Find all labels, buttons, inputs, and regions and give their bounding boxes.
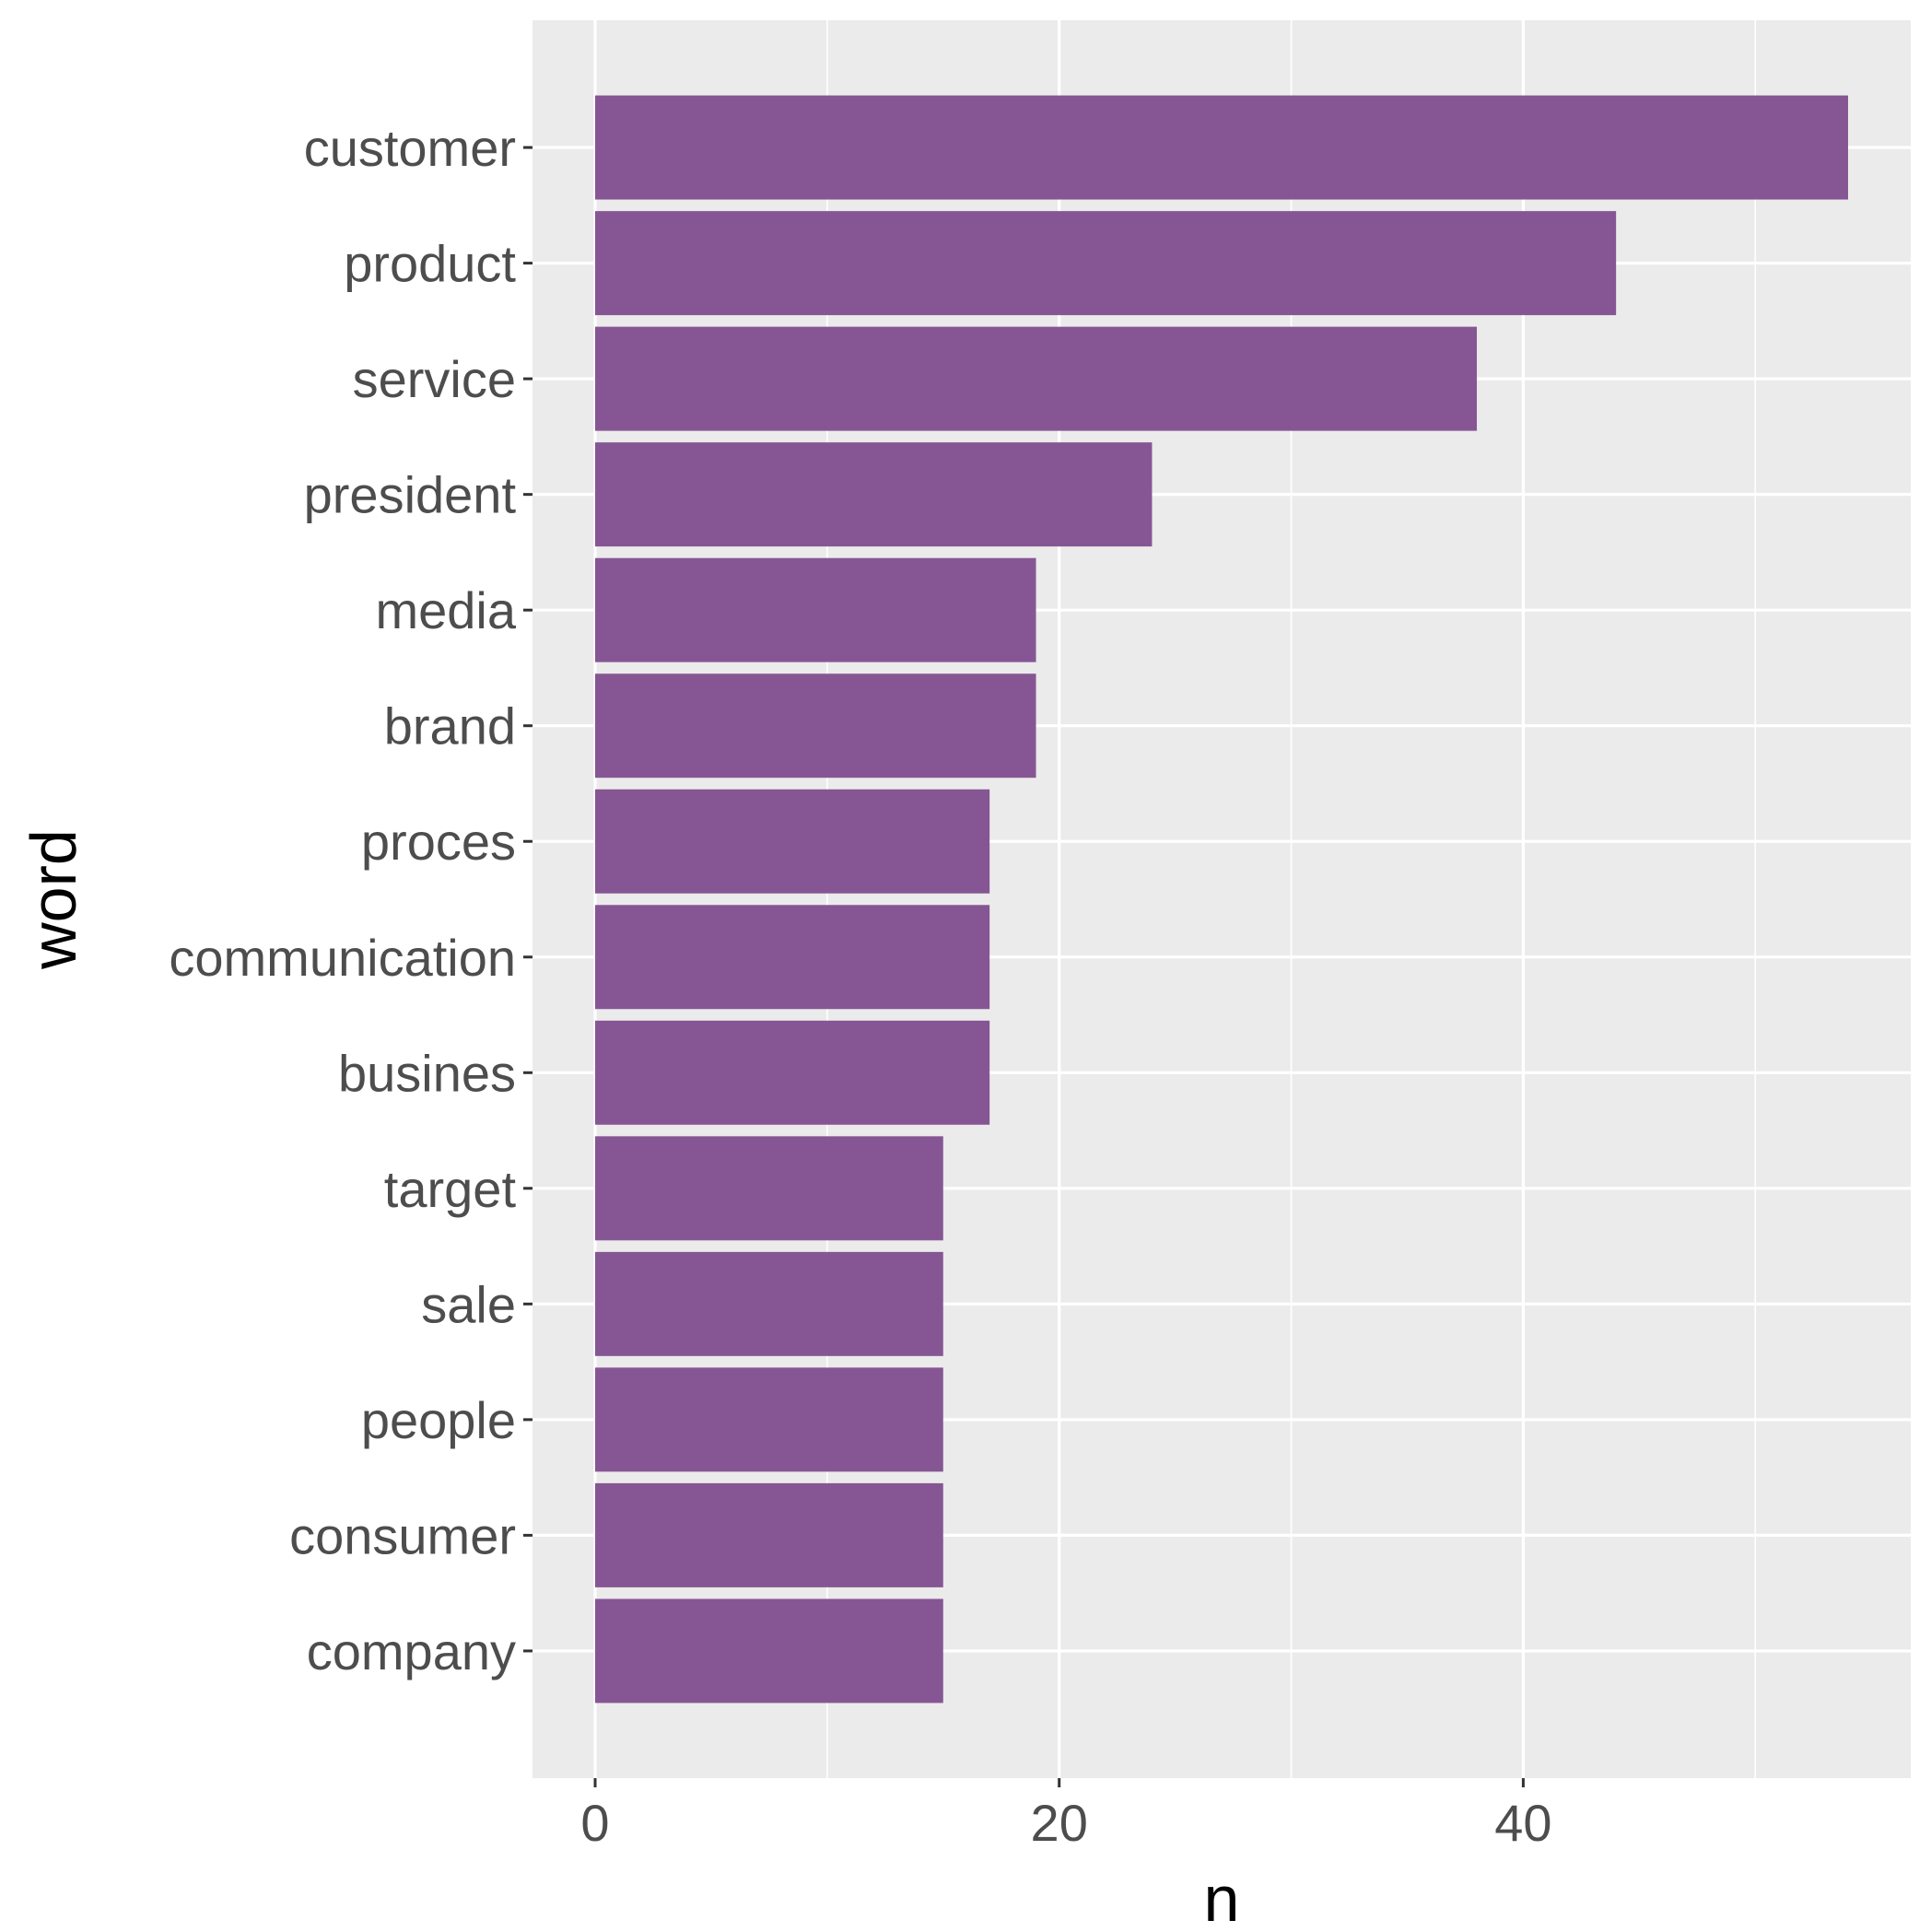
- y-tick-label: sale: [421, 1275, 516, 1333]
- bar-brand: [595, 673, 1036, 779]
- bar-target: [595, 1136, 943, 1241]
- bar-media: [595, 557, 1036, 662]
- y-axis-ticks: [523, 146, 532, 1653]
- bar-people: [595, 1367, 943, 1472]
- bar-company: [595, 1598, 943, 1704]
- bar-product: [595, 211, 1617, 316]
- bar-busines: [595, 1020, 990, 1125]
- y-tick-label: people: [361, 1391, 516, 1449]
- bar-consumer: [595, 1482, 943, 1587]
- bars: [595, 95, 1848, 1704]
- bar-president: [595, 442, 1153, 547]
- y-tick-label: president: [304, 466, 517, 524]
- x-axis-title: n: [1204, 1863, 1240, 1932]
- y-tick-label: company: [307, 1622, 516, 1680]
- y-tick-label: customer: [304, 119, 516, 177]
- x-tick-label: 40: [1494, 1794, 1551, 1852]
- y-tick-label: target: [384, 1160, 517, 1218]
- y-tick-label: service: [353, 350, 516, 408]
- y-tick-label: proces: [361, 813, 516, 871]
- y-axis-title: word: [18, 829, 89, 970]
- x-tick-label: 0: [580, 1794, 609, 1852]
- y-tick-label: product: [344, 235, 516, 293]
- y-tick-label: busines: [338, 1044, 516, 1102]
- y-tick-label: consumer: [289, 1506, 516, 1564]
- y-tick-label: brand: [384, 697, 516, 755]
- bar-service: [595, 326, 1478, 431]
- y-axis-tick-labels: customer product service president media bran…: [169, 119, 516, 1680]
- bar-customer: [595, 95, 1848, 200]
- y-tick-label: communication: [169, 929, 516, 987]
- bar-sale: [595, 1251, 943, 1356]
- y-tick-label: media: [375, 581, 516, 639]
- x-axis-tick-labels: 0 20 40: [580, 1794, 1551, 1852]
- x-axis-ticks: [593, 1778, 1525, 1787]
- bar-proces: [595, 789, 990, 894]
- bar-communication: [595, 905, 990, 1010]
- x-tick-label: 20: [1031, 1794, 1088, 1852]
